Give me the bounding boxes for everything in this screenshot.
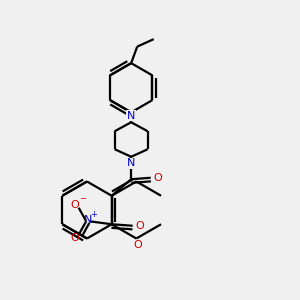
Text: N: N	[127, 158, 135, 168]
Text: O: O	[71, 233, 80, 243]
Text: N: N	[127, 111, 135, 121]
Text: O: O	[71, 200, 80, 210]
Text: O: O	[136, 221, 145, 231]
Text: −: −	[79, 194, 86, 203]
Text: N: N	[83, 215, 92, 225]
Text: +: +	[90, 210, 97, 219]
Text: O: O	[134, 240, 142, 250]
Text: O: O	[154, 173, 163, 183]
